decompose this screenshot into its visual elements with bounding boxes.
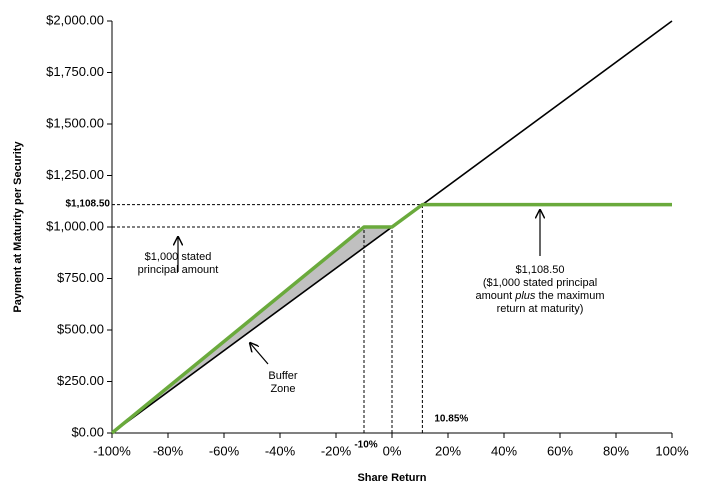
annotation: amount plus the maximum xyxy=(475,290,604,302)
y-tick-label: $250.00 xyxy=(57,373,104,388)
arrow xyxy=(250,343,269,365)
axis-annotation: $1,108.50 xyxy=(66,198,111,209)
x-tick-label: 20% xyxy=(435,443,461,458)
annotation: $1,108.50 xyxy=(516,264,565,276)
annotation: return at maturity) xyxy=(497,303,584,315)
annotation: principal amount xyxy=(138,264,219,276)
annotation-segment: the maximum xyxy=(535,290,604,302)
y-tick-label: $2,000.00 xyxy=(46,12,104,27)
annotation-segment: plus xyxy=(514,290,536,302)
y-tick-label: $750.00 xyxy=(57,270,104,285)
annotation: Zone xyxy=(270,383,295,395)
x-tick-label: 100% xyxy=(655,443,689,458)
x-tick-label: -40% xyxy=(265,443,296,458)
y-tick-label: $0.00 xyxy=(71,424,104,439)
x-tick-label: 40% xyxy=(491,443,517,458)
x-tick-label: 0% xyxy=(383,443,402,458)
axis-annotation: 10.85% xyxy=(434,414,468,425)
x-tick-label: -100% xyxy=(93,443,131,458)
x-axis-title: Share Return xyxy=(357,472,426,484)
series-line xyxy=(110,202,672,435)
y-tick-label: $1,250.00 xyxy=(46,167,104,182)
annotation: $1,000 stated xyxy=(145,251,212,263)
y-axis-title: Payment at Maturity per Security xyxy=(12,141,24,313)
y-tick-label: $1,500.00 xyxy=(46,115,104,130)
y-tick-label: $500.00 xyxy=(57,321,104,336)
x-tick-label: 60% xyxy=(547,443,573,458)
annotation-segment: amount xyxy=(475,290,515,302)
x-tick-label: 80% xyxy=(603,443,629,458)
y-tick-label: $1,000.00 xyxy=(46,218,104,233)
x-tick-label: -80% xyxy=(153,443,184,458)
x-tick-label: -60% xyxy=(209,443,240,458)
axis-annotation: -10% xyxy=(354,440,377,451)
x-tick-label: -20% xyxy=(321,443,352,458)
y-tick-label: $1,750.00 xyxy=(46,64,104,79)
annotation: Buffer xyxy=(268,370,297,382)
annotation: ($1,000 stated principal xyxy=(483,277,597,289)
